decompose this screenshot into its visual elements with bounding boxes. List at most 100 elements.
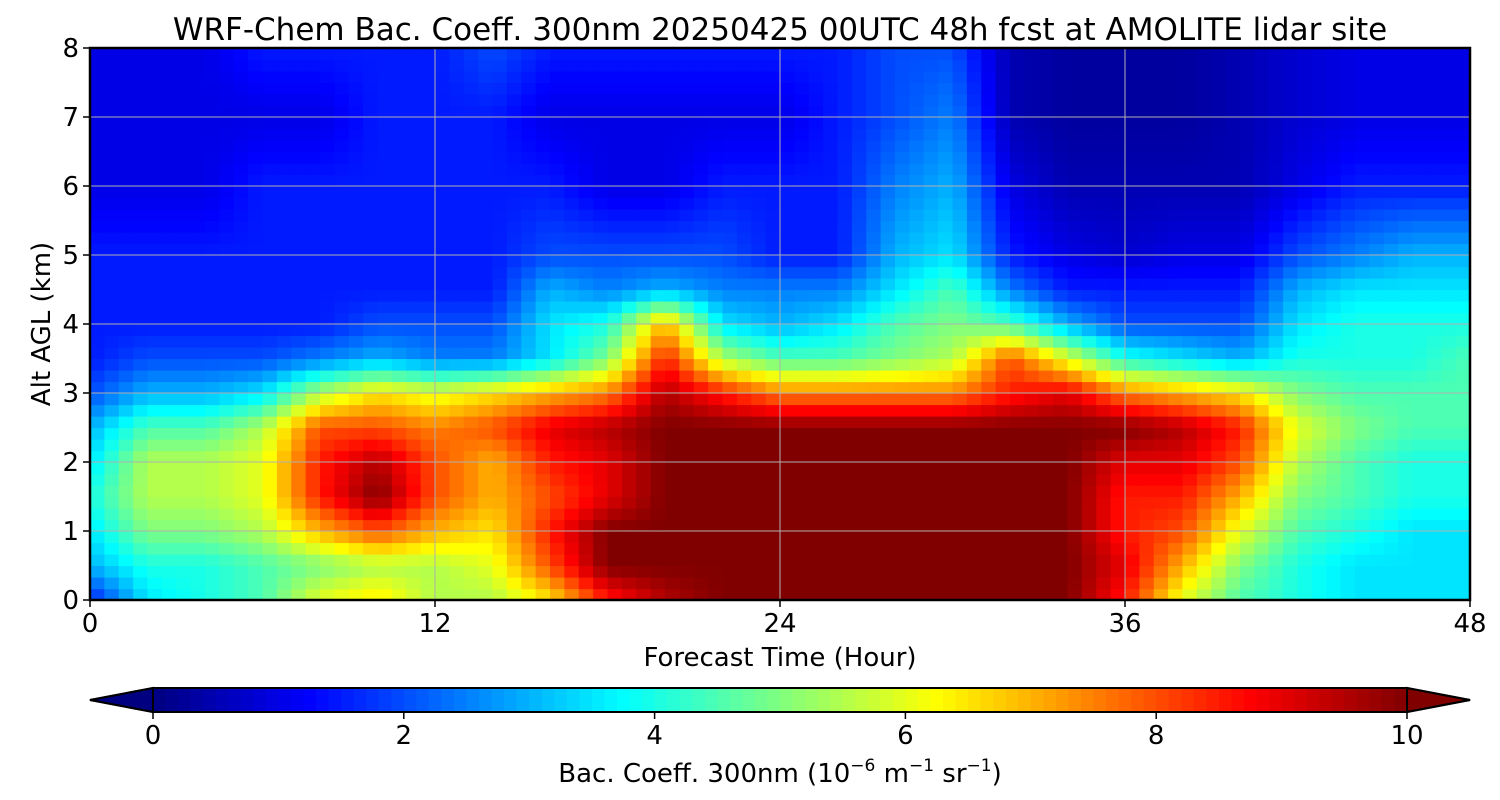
heatmap-cell xyxy=(851,427,867,440)
heatmap-cell xyxy=(176,427,192,440)
heatmap-cell xyxy=(205,473,220,486)
heatmap-cell xyxy=(1182,266,1198,279)
heatmap-cell xyxy=(621,232,637,245)
heatmap-cell xyxy=(1426,508,1442,521)
heatmap-cell xyxy=(1355,197,1370,210)
heatmap-cell xyxy=(420,485,436,498)
heatmap-cell xyxy=(736,232,752,245)
heatmap-cell xyxy=(406,301,422,314)
heatmap-cell xyxy=(219,105,235,118)
heatmap-cell xyxy=(219,370,235,383)
heatmap-cell xyxy=(133,232,149,245)
heatmap-cell xyxy=(478,450,494,463)
heatmap-cell xyxy=(823,508,839,521)
heatmap-cell xyxy=(320,312,335,325)
heatmap-cell xyxy=(348,393,364,406)
heatmap-cell xyxy=(1053,232,1069,245)
heatmap-cell xyxy=(1240,163,1255,176)
heatmap-cell xyxy=(607,312,623,325)
heatmap-cell xyxy=(334,588,350,601)
heatmap-cell xyxy=(1225,117,1241,130)
heatmap-cell xyxy=(1412,473,1428,486)
heatmap-cell xyxy=(1455,312,1471,325)
heatmap-cell xyxy=(506,48,522,61)
heatmap-cell xyxy=(291,473,307,486)
heatmap-cell xyxy=(550,140,565,153)
heatmap-cell xyxy=(1283,128,1299,141)
heatmap-cell xyxy=(794,82,810,95)
heatmap-cell xyxy=(90,439,105,452)
heatmap-cell xyxy=(780,59,795,72)
heatmap-cell xyxy=(291,71,307,84)
heatmap-cell xyxy=(1168,255,1184,268)
heatmap-cell xyxy=(176,71,192,84)
heatmap-cell xyxy=(808,255,824,268)
heatmap-cell xyxy=(1024,209,1040,222)
heatmap-cell xyxy=(205,439,220,452)
heatmap-cell xyxy=(895,232,910,245)
heatmap-cell xyxy=(1412,335,1428,348)
heatmap-cell xyxy=(521,301,537,314)
heatmap-cell xyxy=(1369,324,1385,337)
heatmap-cell xyxy=(205,508,220,521)
heatmap-cell xyxy=(291,266,307,279)
heatmap-cell xyxy=(966,416,982,429)
heatmap-cell xyxy=(550,496,565,509)
heatmap-cell xyxy=(248,531,264,544)
heatmap-cell xyxy=(866,186,882,199)
heatmap-cell xyxy=(837,531,853,544)
heatmap-cell xyxy=(1426,117,1442,130)
heatmap-cell xyxy=(708,347,724,360)
heatmap-cell xyxy=(1455,347,1471,360)
heatmap-cell xyxy=(765,473,781,486)
heatmap-cell xyxy=(593,243,609,256)
heatmap-cell xyxy=(320,508,335,521)
heatmap-cell xyxy=(751,197,767,210)
heatmap-cell xyxy=(348,243,364,256)
heatmap-cell xyxy=(248,427,264,440)
heatmap-cell xyxy=(665,404,680,417)
heatmap-cell xyxy=(334,565,350,578)
heatmap-cell xyxy=(1168,531,1184,544)
heatmap-cell xyxy=(837,105,853,118)
heatmap-cell xyxy=(1067,404,1083,417)
heatmap-cell xyxy=(377,416,393,429)
heatmap-cell xyxy=(550,278,565,291)
heatmap-cell xyxy=(1283,381,1299,394)
colorbar-cell xyxy=(780,688,794,712)
heatmap-cell xyxy=(909,358,925,371)
heatmap-cell xyxy=(593,473,609,486)
heatmap-cell xyxy=(104,416,120,429)
heatmap-cell xyxy=(1125,485,1140,498)
heatmap-cell xyxy=(1110,508,1126,521)
heatmap-cell xyxy=(593,128,609,141)
heatmap-cell xyxy=(1355,174,1370,187)
heatmap-cell xyxy=(1369,347,1385,360)
heatmap-cell xyxy=(506,105,522,118)
heatmap-cell xyxy=(751,243,767,256)
heatmap-cell xyxy=(550,416,565,429)
heatmap-cell xyxy=(780,370,795,383)
colorbar-cell xyxy=(729,688,743,712)
heatmap-cell xyxy=(133,312,149,325)
heatmap-cell xyxy=(593,71,609,84)
heatmap-cell xyxy=(966,197,982,210)
heatmap-cell xyxy=(650,496,666,509)
heatmap-cell xyxy=(837,220,853,233)
heatmap-cell xyxy=(478,59,494,72)
heatmap-cell xyxy=(1010,220,1025,233)
heatmap-cell xyxy=(1010,94,1025,107)
heatmap-cell xyxy=(1196,59,1212,72)
heatmap-cell xyxy=(377,347,393,360)
heatmap-cell xyxy=(535,232,551,245)
heatmap-cell xyxy=(751,255,767,268)
heatmap-cell xyxy=(1297,439,1313,452)
heatmap-cell xyxy=(1283,232,1299,245)
heatmap-cell xyxy=(780,485,795,498)
heatmap-cell xyxy=(104,174,120,187)
heatmap-cell xyxy=(693,220,709,233)
heatmap-cell xyxy=(665,128,680,141)
heatmap-cell xyxy=(1326,301,1342,314)
heatmap-cell xyxy=(981,105,997,118)
heatmap-cell xyxy=(233,209,249,222)
